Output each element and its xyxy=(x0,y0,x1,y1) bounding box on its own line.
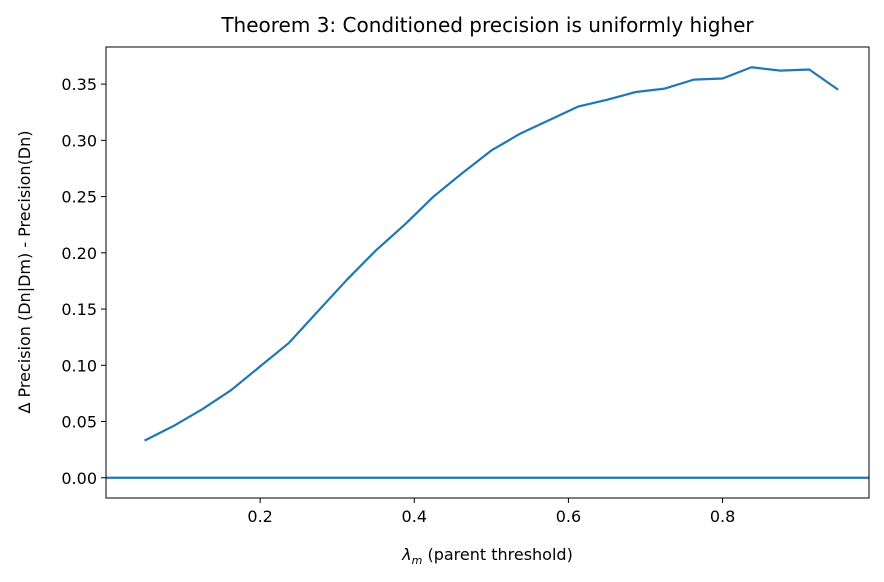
x-tick-label: 0.2 xyxy=(247,507,272,526)
y-axis-label: Δ Precision (Dn|Dm) - Precision(Dn) xyxy=(15,130,34,413)
y-tick-label: 0.15 xyxy=(61,300,97,319)
x-axis-ticks: 0.2 0.4 0.6 0.8 xyxy=(247,498,735,526)
y-tick-label: 0.10 xyxy=(61,356,97,375)
y-axis-ticks: 0.00 0.05 0.10 0.15 0.20 0.25 0.30 0.35 xyxy=(61,75,106,488)
x-tick-label: 0.4 xyxy=(402,507,427,526)
y-tick-label: 0.30 xyxy=(61,131,97,150)
x-tick-label: 0.8 xyxy=(710,507,735,526)
y-tick-label: 0.25 xyxy=(61,188,97,207)
x-axis-label-text: (parent threshold) xyxy=(422,545,572,564)
y-tick-label: 0.35 xyxy=(61,75,97,94)
chart-title: Theorem 3: Conditioned precision is unif… xyxy=(220,13,754,37)
y-tick-label: 0.05 xyxy=(61,413,97,432)
y-tick-label: 0.00 xyxy=(61,469,97,488)
x-axis-label-subscript: m xyxy=(412,554,423,567)
series-line xyxy=(144,66,839,442)
y-tick-label: 0.20 xyxy=(61,244,97,263)
x-tick-label: 0.6 xyxy=(556,507,581,526)
plot-frame xyxy=(105,46,870,499)
x-axis-label: λm (parent threshold) xyxy=(401,545,573,567)
x-axis-label-symbol: λ xyxy=(401,545,411,564)
